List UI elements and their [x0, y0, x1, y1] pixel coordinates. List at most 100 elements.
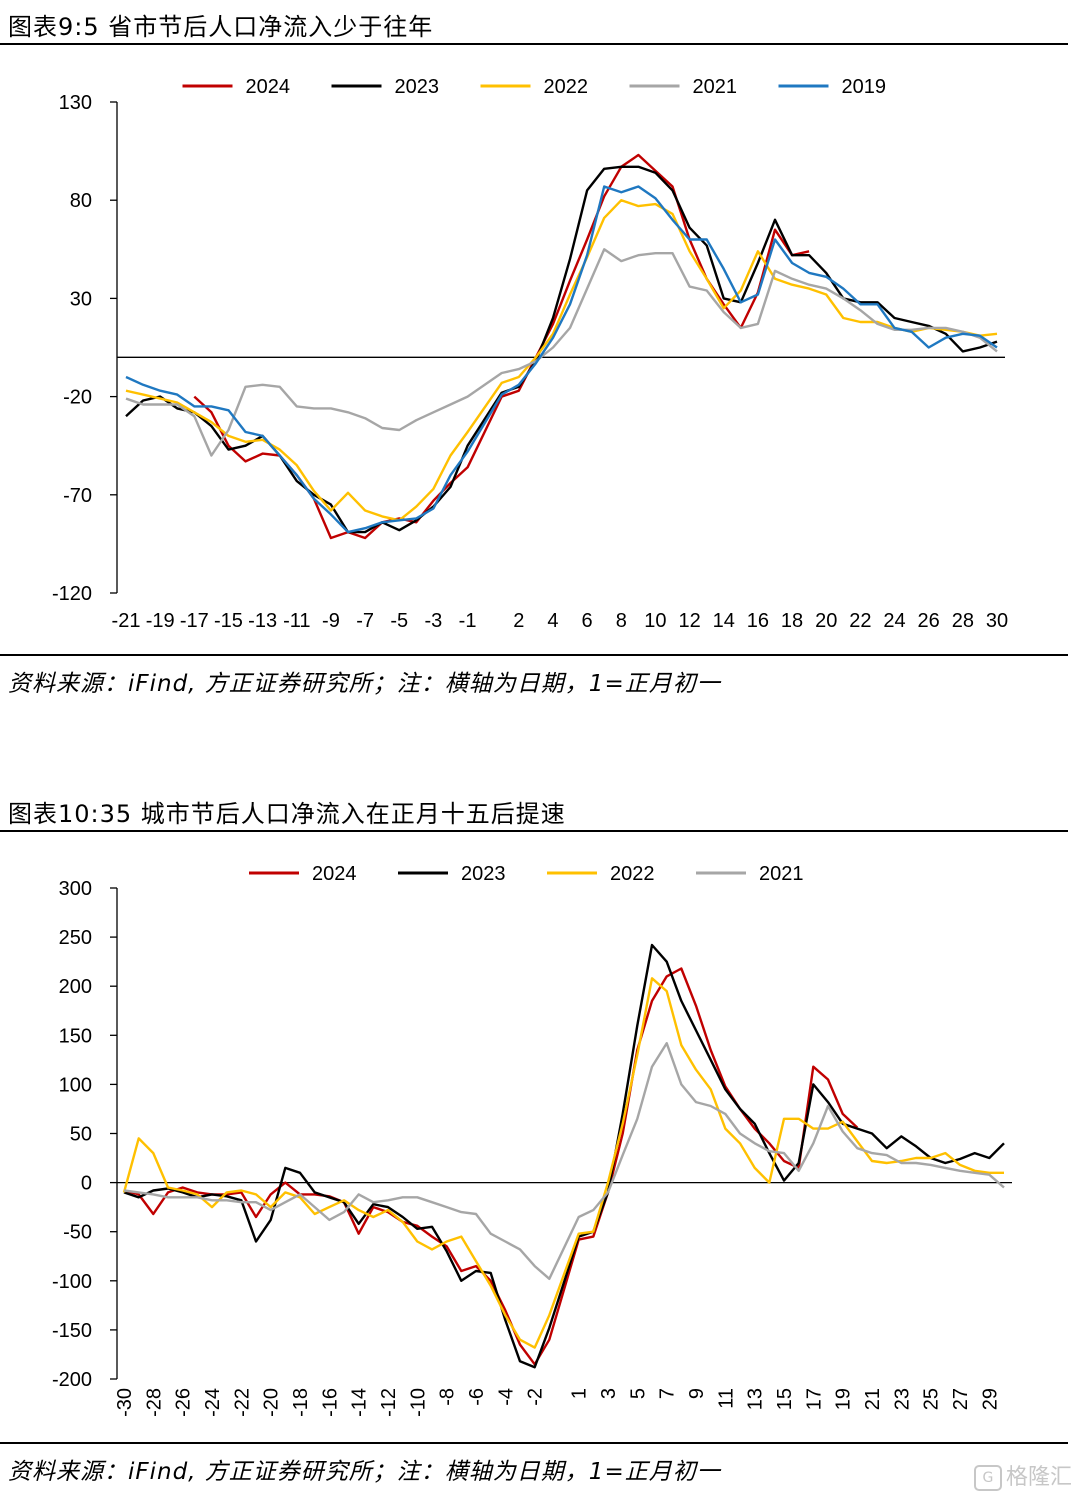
x-tick-label: 24: [883, 610, 905, 632]
watermark: G 格隆汇: [973, 1459, 1072, 1491]
y-tick-label: 150: [59, 1025, 92, 1047]
x-tick-label: -17: [180, 610, 209, 632]
x-tick-label: -12: [378, 1388, 400, 1417]
legend-label-2023: 2023: [461, 863, 506, 885]
x-tick-label: 22: [849, 610, 871, 632]
watermark-text: 格隆汇: [1005, 1465, 1072, 1490]
x-tick-label: 4: [547, 610, 558, 632]
x-tick-label: 20: [815, 610, 837, 632]
x-tick-label: 26: [918, 610, 940, 632]
x-tick-label: 8: [616, 610, 627, 632]
figure-10-source-note: 资料来源：iFind, 方正证券研究所；注：横轴为日期，1=正月初一: [8, 1459, 721, 1485]
figure-9-source-note: 资料来源：iFind, 方正证券研究所；注：横轴为日期，1=正月初一: [8, 671, 721, 697]
series-line-2019: [125, 185, 998, 534]
series-line-2021: [125, 248, 998, 457]
y-tick-label: -70: [63, 485, 92, 507]
legend-label-2024: 2024: [312, 863, 357, 885]
figure-10-title: 图表10:35 城市节后人口净流入在正月十五后提速: [8, 800, 566, 828]
series-line-2023: [125, 165, 998, 534]
x-tick-label: -8: [437, 1388, 459, 1406]
series-line-2024: [193, 153, 810, 540]
legend-label-2021: 2021: [693, 76, 738, 98]
watermark-logo-icon: G: [973, 1465, 1002, 1491]
y-tick-label: -150: [52, 1320, 92, 1342]
y-tick-label: -20: [63, 387, 92, 409]
x-tick-label: 18: [781, 610, 803, 632]
x-tick-label: -13: [248, 610, 277, 632]
x-tick-label: -9: [322, 610, 340, 632]
figure-10-source-rule: [0, 1442, 1068, 1444]
series-line-2023: [123, 943, 1005, 1369]
y-tick-label: -200: [52, 1369, 92, 1391]
series-line-2022: [122, 977, 1004, 1349]
x-tick-label: -24: [202, 1388, 224, 1417]
x-tick-label: 13: [745, 1388, 767, 1410]
legend-label-2019: 2019: [842, 76, 887, 98]
y-tick-label: -100: [52, 1271, 92, 1293]
x-tick-label: -18: [290, 1388, 312, 1417]
y-tick-label: 50: [70, 1124, 92, 1146]
y-tick-label: -120: [52, 583, 92, 605]
x-tick-label: 27: [950, 1388, 972, 1410]
x-tick-label: 14: [713, 610, 735, 632]
x-tick-label: -19: [146, 610, 175, 632]
x-tick-label: 29: [979, 1388, 1001, 1410]
x-tick-label: -15: [214, 610, 243, 632]
legend-label-2021: 2021: [759, 863, 804, 885]
x-tick-label: 23: [891, 1388, 913, 1410]
x-tick-label: 19: [833, 1388, 855, 1410]
legend-label-2022: 2022: [544, 76, 589, 98]
x-tick-label: 15: [774, 1388, 796, 1410]
x-tick-label: 6: [582, 610, 593, 632]
y-tick-label: 300: [59, 878, 92, 900]
series-line-2022: [125, 199, 998, 522]
y-tick-label: 80: [70, 190, 92, 212]
x-tick-label: 25: [921, 1388, 943, 1410]
x-tick-label: 2: [513, 610, 524, 632]
x-tick-label: -20: [261, 1388, 283, 1417]
x-tick-label: -16: [319, 1388, 341, 1417]
x-tick-label: 12: [678, 610, 700, 632]
series-line-2024: [123, 967, 859, 1366]
x-tick-label: 17: [803, 1388, 825, 1410]
y-tick-label: 250: [59, 927, 92, 949]
x-tick-label: -22: [231, 1388, 253, 1417]
x-tick-label: -4: [495, 1388, 517, 1406]
x-tick-label: -30: [114, 1388, 136, 1417]
x-tick-label: -3: [425, 610, 443, 632]
y-tick-label: 200: [59, 976, 92, 998]
x-tick-label: 10: [644, 610, 666, 632]
y-tick-label: -50: [63, 1222, 92, 1244]
figure-9-source-rule: [0, 654, 1068, 656]
x-tick-label: -1: [459, 610, 477, 632]
x-tick-label: 11: [715, 1388, 737, 1409]
x-tick-label: 1: [569, 1388, 591, 1399]
figure-9-title-rule: [0, 43, 1068, 45]
legend-label-2023: 2023: [395, 76, 440, 98]
legend-label-2022: 2022: [610, 863, 655, 885]
series-line-2021: [123, 1042, 1005, 1280]
x-tick-label: -14: [349, 1388, 371, 1417]
x-tick-label: 30: [986, 610, 1008, 632]
x-tick-label: 7: [657, 1388, 679, 1399]
y-tick-label: 100: [59, 1074, 92, 1096]
x-tick-label: -26: [173, 1388, 195, 1417]
x-tick-label: -7: [356, 610, 374, 632]
x-tick-label: 28: [952, 610, 974, 632]
figure-9-title: 图表9:5 省市节后人口净流入少于往年: [8, 13, 434, 41]
x-tick-label: 3: [598, 1388, 620, 1399]
x-tick-label: 21: [862, 1388, 884, 1410]
x-tick-label: 5: [627, 1388, 649, 1399]
x-tick-label: -11: [283, 610, 310, 632]
legend-label-2024: 2024: [246, 76, 291, 98]
y-tick-label: 0: [81, 1173, 92, 1195]
x-tick-label: 16: [747, 610, 769, 632]
x-tick-label: -2: [525, 1388, 547, 1406]
x-tick-label: -5: [390, 610, 408, 632]
y-tick-label: 130: [59, 92, 92, 114]
x-tick-label: -10: [407, 1388, 429, 1417]
figure-10-title-rule: [0, 830, 1068, 832]
x-tick-label: -21: [112, 610, 141, 632]
